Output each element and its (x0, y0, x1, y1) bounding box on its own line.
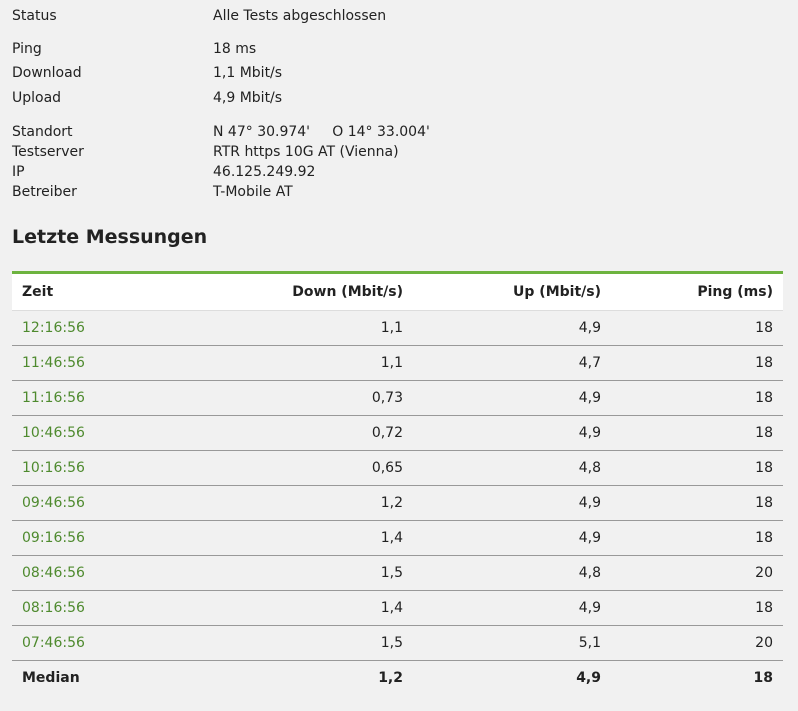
row-up: 4,9 (578, 425, 601, 441)
row-up: 4,8 (578, 565, 601, 581)
measurements-table: Zeit Down (Mbit/s) Up (Mbit/s) Ping (ms)… (12, 271, 783, 695)
median-label: Median (22, 670, 80, 686)
row-time-link[interactable]: 07:46:56 (22, 635, 85, 651)
header-ping: Ping (ms) (697, 284, 773, 300)
status-label: Status (12, 8, 57, 24)
table-row: 10:16:56 0,65 4,8 18 (12, 451, 783, 486)
table-row: 08:16:56 1,4 4,9 18 (12, 591, 783, 626)
testserver-label: Testserver (12, 144, 84, 160)
row-ping: 18 (755, 495, 773, 511)
section-title: Letzte Messungen (12, 226, 208, 248)
median-up: 4,9 (576, 670, 601, 686)
row-ping: 18 (755, 355, 773, 371)
info-row-betreiber: Betreiber T-Mobile AT (12, 182, 792, 202)
table-row: 10:46:56 0,72 4,9 18 (12, 416, 783, 451)
testserver-value: RTR https 10G AT (Vienna) (213, 144, 399, 160)
median-row: Median 1,2 4,9 18 (12, 661, 783, 695)
upload-label: Upload (12, 90, 62, 106)
row-time-link[interactable]: 11:16:56 (22, 390, 85, 406)
info-row-status: Status Alle Tests abgeschlossen (12, 6, 792, 26)
standort-label: Standort (12, 124, 73, 140)
row-ping: 18 (755, 390, 773, 406)
ip-label: IP (12, 164, 25, 180)
row-down: 1,1 (380, 320, 403, 336)
row-up: 4,9 (578, 320, 601, 336)
info-row-download: Download 1,1 Mbit/s (12, 63, 792, 83)
table-row: 09:46:56 1,2 4,9 18 (12, 486, 783, 521)
row-time-link[interactable]: 09:16:56 (22, 530, 85, 546)
info-row-ping: Ping 18 ms (12, 39, 792, 59)
table-header: Zeit Down (Mbit/s) Up (Mbit/s) Ping (ms) (12, 274, 783, 311)
row-down: 1,5 (380, 635, 403, 651)
row-up: 4,9 (578, 530, 601, 546)
row-up: 4,7 (578, 355, 601, 371)
table-row: 07:46:56 1,5 5,1 20 (12, 626, 783, 661)
median-down: 1,2 (378, 670, 403, 686)
median-ping: 18 (753, 670, 773, 686)
info-row-upload: Upload 4,9 Mbit/s (12, 88, 792, 108)
row-down: 0,73 (371, 390, 403, 406)
row-time-link[interactable]: 12:16:56 (22, 320, 85, 336)
row-time-link[interactable]: 08:16:56 (22, 600, 85, 616)
ping-value: 18 ms (213, 41, 257, 57)
row-down: 1,5 (380, 565, 403, 581)
row-up: 4,9 (578, 390, 601, 406)
row-up: 4,8 (578, 460, 601, 476)
standort-value: N 47° 30.974' O 14° 33.004' (213, 124, 430, 140)
row-time-link[interactable]: 10:46:56 (22, 425, 85, 441)
upload-value: 4,9 Mbit/s (213, 90, 283, 106)
row-ping: 20 (755, 565, 773, 581)
row-time-link[interactable]: 10:16:56 (22, 460, 85, 476)
row-down: 0,72 (371, 425, 403, 441)
row-down: 1,2 (380, 495, 403, 511)
row-time-link[interactable]: 11:46:56 (22, 355, 85, 371)
header-down: Down (Mbit/s) (292, 284, 403, 300)
row-ping: 20 (755, 635, 773, 651)
table-row: 08:46:56 1,5 4,8 20 (12, 556, 783, 591)
header-time: Zeit (22, 284, 54, 300)
table-row: 12:16:56 1,1 4,9 18 (12, 311, 783, 346)
table-row: 11:46:56 1,1 4,7 18 (12, 346, 783, 381)
row-down: 1,1 (380, 355, 403, 371)
row-up: 4,9 (578, 495, 601, 511)
row-ping: 18 (755, 320, 773, 336)
row-up: 4,9 (578, 600, 601, 616)
download-value: 1,1 Mbit/s (213, 65, 283, 81)
row-ping: 18 (755, 460, 773, 476)
ip-value: 46.125.249.92 (213, 164, 316, 180)
status-value: Alle Tests abgeschlossen (213, 8, 387, 24)
row-ping: 18 (755, 530, 773, 546)
row-down: 0,65 (371, 460, 403, 476)
header-up: Up (Mbit/s) (513, 284, 601, 300)
row-down: 1,4 (380, 530, 403, 546)
row-ping: 18 (755, 600, 773, 616)
row-down: 1,4 (380, 600, 403, 616)
row-up: 5,1 (578, 635, 601, 651)
betreiber-label: Betreiber (12, 184, 77, 200)
info-row-testserver: Testserver RTR https 10G AT (Vienna) (12, 142, 792, 162)
row-time-link[interactable]: 09:46:56 (22, 495, 85, 511)
table-row: 09:16:56 1,4 4,9 18 (12, 521, 783, 556)
info-row-ip: IP 46.125.249.92 (12, 162, 792, 182)
row-ping: 18 (755, 425, 773, 441)
betreiber-value: T-Mobile AT (213, 184, 293, 200)
row-time-link[interactable]: 08:46:56 (22, 565, 85, 581)
ping-label: Ping (12, 41, 42, 57)
table-row: 11:16:56 0,73 4,9 18 (12, 381, 783, 416)
info-row-standort: Standort N 47° 30.974' O 14° 33.004' (12, 122, 792, 142)
download-label: Download (12, 65, 82, 81)
